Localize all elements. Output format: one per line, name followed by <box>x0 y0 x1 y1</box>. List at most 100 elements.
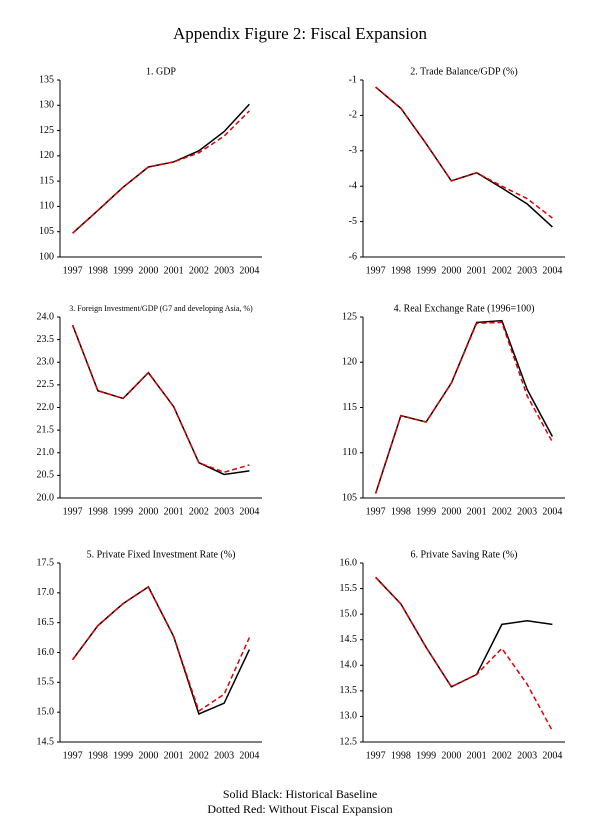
x-tick-label: 2003 <box>214 750 234 761</box>
x-tick-label: 1997 <box>63 506 83 517</box>
x-tick-label: 2001 <box>164 506 184 517</box>
x-tick-label: 2000 <box>138 506 158 517</box>
x-tick-label: 1999 <box>113 750 133 761</box>
x-tick-label: 2000 <box>441 750 461 761</box>
x-tick-label: 1999 <box>416 265 436 276</box>
x-tick-label: 2004 <box>239 750 259 761</box>
y-tick-label: -5 <box>349 216 357 227</box>
y-tick-label: 23.0 <box>37 357 55 368</box>
x-tick-label: 1998 <box>391 265 411 276</box>
x-tick-label: 1999 <box>113 506 133 517</box>
series-line <box>375 86 553 219</box>
y-tick-label: 115 <box>342 402 357 413</box>
y-tick-label: 16.0 <box>340 557 358 568</box>
y-tick-label: 20.0 <box>37 492 55 503</box>
series-line <box>374 321 554 494</box>
x-tick-label: 2003 <box>214 265 234 276</box>
y-tick-label: 15.0 <box>340 608 358 619</box>
series-line <box>72 585 251 713</box>
chart-title: 2. Trade Balance/GDP (%) <box>410 66 517 77</box>
chart-title: 1. GDP <box>146 66 176 77</box>
x-tick-label: 2001 <box>467 506 487 517</box>
series-line <box>375 86 553 228</box>
y-tick-label: 105 <box>342 492 357 503</box>
x-tick-label: 2004 <box>239 506 259 517</box>
chart-title: 4. Real Exchange Rate (1996=100) <box>394 303 535 314</box>
y-tick-label: 16.5 <box>37 617 55 628</box>
x-tick-label: 2000 <box>138 750 158 761</box>
x-tick-label: 2002 <box>189 506 209 517</box>
y-tick-label: 14.5 <box>37 736 55 747</box>
chart-title: 5. Private Fixed Investment Rate (%) <box>87 549 236 560</box>
y-tick-label: 21.5 <box>37 424 55 435</box>
x-tick-label: 2000 <box>441 265 461 276</box>
series-line <box>72 585 251 715</box>
note: Dotted Red: Without Fiscal Expansion <box>207 802 392 816</box>
y-tick-label: 125 <box>39 125 54 136</box>
y-tick-label: 17.5 <box>37 557 55 568</box>
x-tick-label: 2001 <box>467 265 487 276</box>
x-tick-label: 2002 <box>189 265 209 276</box>
y-tick-label: 110 <box>342 447 357 458</box>
y-tick-label: 100 <box>39 251 54 262</box>
x-tick-label: 1998 <box>88 506 108 517</box>
y-tick-label: 15.0 <box>37 706 55 717</box>
x-tick-label: 1999 <box>113 265 133 276</box>
y-tick-label: 130 <box>39 100 54 111</box>
x-tick-label: 2000 <box>441 506 461 517</box>
x-tick-label: 1997 <box>366 750 386 761</box>
chart-title: 3. Foreign Investment/GDP (G7 and develo… <box>69 304 253 313</box>
y-tick-label: 20.5 <box>37 470 55 481</box>
y-tick-label: 105 <box>39 226 54 237</box>
x-tick-label: 2002 <box>492 506 512 517</box>
x-tick-label: 2004 <box>239 265 259 276</box>
y-tick-label: 13.5 <box>340 685 358 696</box>
x-tick-label: 2002 <box>492 265 512 276</box>
x-tick-label: 1997 <box>63 265 83 276</box>
y-tick-label: 15.5 <box>340 583 358 594</box>
note: Solid Black: Historical Baseline <box>223 787 377 801</box>
y-tick-label: 125 <box>342 311 357 322</box>
x-tick-label: 1997 <box>366 506 386 517</box>
x-tick-label: 2003 <box>214 506 234 517</box>
chart-title: 6. Private Saving Rate (%) <box>411 549 518 560</box>
x-tick-label: 2001 <box>164 750 184 761</box>
y-tick-label: -3 <box>349 145 357 156</box>
y-tick-label: 115 <box>39 175 54 186</box>
y-tick-label: -4 <box>349 180 357 191</box>
y-tick-label: 13.0 <box>340 711 358 722</box>
y-tick-label: -6 <box>349 251 357 262</box>
x-tick-label: 2001 <box>467 750 487 761</box>
x-tick-label: 1999 <box>416 506 436 517</box>
y-tick-label: 14.5 <box>340 634 358 645</box>
series-line <box>71 324 250 473</box>
y-tick-label: 16.0 <box>37 647 55 658</box>
x-tick-label: 1998 <box>391 506 411 517</box>
x-tick-label: 1999 <box>416 750 436 761</box>
x-tick-label: 1998 <box>391 750 411 761</box>
y-tick-label: 22.5 <box>37 379 55 390</box>
x-tick-label: 2003 <box>517 506 537 517</box>
series-line <box>375 576 554 732</box>
x-tick-label: 2001 <box>164 265 184 276</box>
y-tick-label: 135 <box>39 74 54 85</box>
y-tick-label: -2 <box>349 110 357 121</box>
x-tick-label: 2003 <box>517 265 537 276</box>
x-tick-label: 2004 <box>542 750 562 761</box>
y-tick-label: 12.5 <box>340 736 358 747</box>
y-tick-label: -1 <box>349 74 357 85</box>
y-tick-label: 22.0 <box>37 402 55 413</box>
x-tick-label: 2000 <box>138 265 158 276</box>
y-tick-label: 120 <box>342 357 357 368</box>
x-tick-label: 1997 <box>63 750 83 761</box>
y-tick-label: 17.0 <box>37 587 55 598</box>
y-tick-label: 24.0 <box>37 311 55 322</box>
figure-title: Appendix Figure 2: Fiscal Expansion <box>173 24 428 43</box>
series-line <box>71 324 250 476</box>
y-tick-label: 14.0 <box>340 660 358 671</box>
x-tick-label: 2004 <box>542 265 562 276</box>
x-tick-label: 2002 <box>492 750 512 761</box>
x-tick-label: 1998 <box>88 265 108 276</box>
x-tick-label: 2003 <box>517 750 537 761</box>
